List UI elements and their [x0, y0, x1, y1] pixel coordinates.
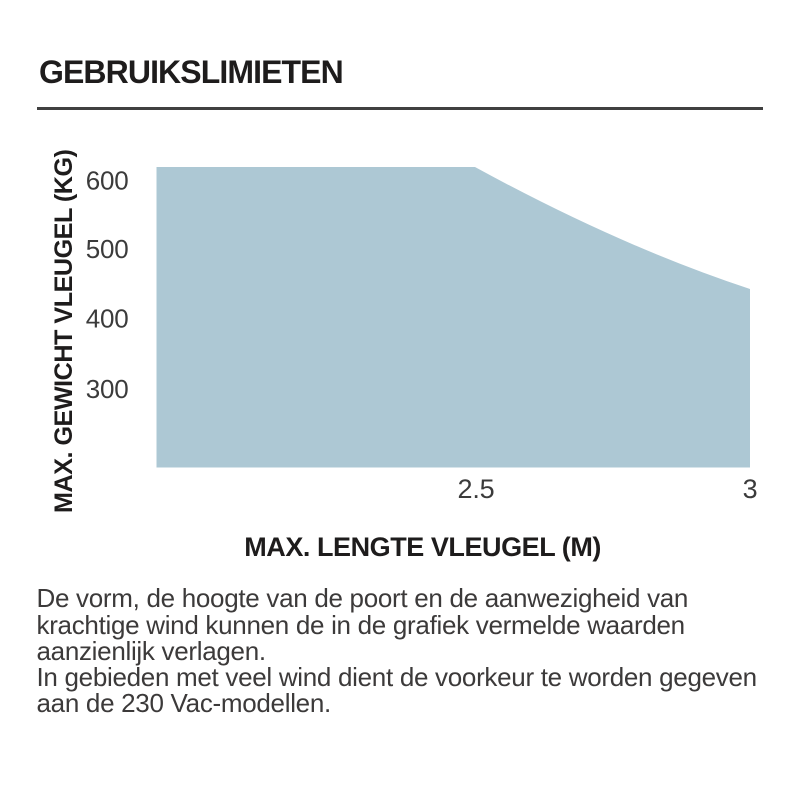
svg-text:3: 3: [743, 474, 758, 504]
svg-text:500: 500: [86, 234, 129, 264]
svg-text:400: 400: [86, 304, 129, 334]
svg-text:MAX. LENGTE VLEUGEL (M): MAX. LENGTE VLEUGEL (M): [244, 532, 601, 562]
svg-text:MAX. GEWICHT VLEUGEL (KG): MAX. GEWICHT VLEUGEL (KG): [50, 149, 78, 513]
svg-text:2.5: 2.5: [458, 474, 495, 504]
svg-text:600: 600: [86, 166, 129, 196]
svg-text:300: 300: [86, 374, 129, 404]
